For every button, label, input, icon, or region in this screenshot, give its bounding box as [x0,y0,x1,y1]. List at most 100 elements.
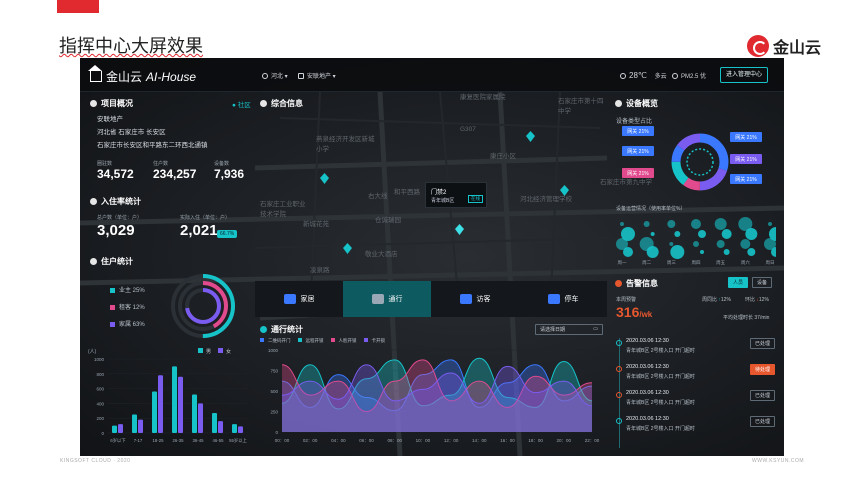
footer-right: WWW.KSYUN.COM [752,458,805,464]
tab-home[interactable]: 家居 [255,281,343,317]
traffic-area-chart: 0 250 500 750 1000 00：00 02：00 04：00 06：00 08：00 1… [268,348,600,443]
residents-icon [90,258,97,265]
map-pin-icon[interactable] [526,131,535,142]
footer-left: KINGSOFT CLOUD · 2020 [60,458,131,464]
alert-status-button[interactable]: 已处理 [750,416,776,427]
map-label-12: G307 [460,126,476,133]
avg-handle-stat: 平均处理时长 37/min [723,314,769,321]
x-tick-label: 18-25 [153,438,165,443]
top-header: 金山云 AI-House 河北 ▾ 安联地产 ▾ 28℃ 多云 PM2.5 优 … [80,58,784,92]
legend-swatch [330,338,335,343]
date-picker[interactable]: 请选择日期 ▭ [535,324,603,335]
house-icon [88,65,102,82]
stat-label-2: 设备数 [214,161,230,167]
x-tick-label: 26-35 [173,438,185,443]
project-select[interactable]: 安联地产 ▾ [298,71,336,80]
region-select[interactable]: 河北 ▾ [262,71,288,80]
home-device-icon [283,294,296,304]
donut-slice [671,133,729,191]
project-address: 石家庄市长安区和平路东二环西北通镇 [97,142,208,149]
legend-swatch [297,338,302,343]
alerts-tab-device[interactable]: 设备 [752,277,773,288]
x-tick-label: 20：00 [557,438,572,443]
tab-parking[interactable]: 停车 [519,281,607,317]
donut-inner-ring [686,148,714,176]
alert-item[interactable]: 2020.03.06 12:30 青年城B区 2号楼入口 开门超时 已处理 [616,336,776,358]
map-label-11: 河北经济管理学校 [520,196,572,203]
traffic-icon [260,326,267,333]
weekly-alert-number: 316 [616,304,640,320]
type-label: 网关 21% [627,148,649,155]
weekday-label: 周日 [766,260,775,266]
logo-brand: 金山云 [106,70,143,84]
legend-label: 女 [226,348,231,355]
alert-status-button[interactable]: 已处理 [750,390,776,401]
map-pin-icon[interactable] [560,185,569,196]
bar-男 [232,424,237,433]
overview-icon [90,100,97,107]
legend-swatch [218,348,223,353]
project-overview-title-text: 项目概况 [101,99,133,108]
family-legend-swatch [110,321,115,327]
residents-legend: 业主 25% 租客 12% 家属 63% [110,285,145,328]
usage-bubble [723,249,730,255]
alert-item[interactable]: 2020.03.06 12:30 青年城B区 2号楼入口 开门超时 待处理 [616,362,776,384]
function-tabs: 家居 通行 访客 停车 [255,281,607,317]
weekday-label: 周一 [618,260,627,266]
device-overview-title: 设备概览 [615,98,658,109]
traffic-legend-0: 二维码开门 [260,338,291,344]
alerts-tab-people[interactable]: 人员 [728,277,749,288]
region-select-value: 河北 [271,74,284,80]
area-远程开锁 [282,358,592,432]
x-tick-label: 7-17 [134,438,143,443]
residents-title: 住户统计 [90,256,133,267]
occupancy-title-text: 入住率统计 [101,197,141,206]
ring-segment [185,288,221,324]
traffic-legend-label: 二维码开门 [268,338,291,343]
resident-legend-owner: 业主 25% [110,285,145,294]
usage-bubble [747,248,756,256]
map-pin-active-icon[interactable] [455,224,464,235]
x-tick-label: 02：00 [303,438,318,443]
type-label-box [622,146,654,156]
type-label: 网关 21% [627,128,649,135]
usage-bubble [700,250,704,254]
alert-item[interactable]: 2020.03.06 12:30 青年城B区 2号楼入口 开门超时 已处理 [616,388,776,410]
map-pin-icon[interactable] [343,243,352,254]
line-人脸开锁 [281,359,593,413]
bar-男 [172,366,177,433]
map-pin-icon[interactable] [320,173,329,184]
x-tick-label: 16：00 [500,438,515,443]
weather-temp: 28℃ [629,71,647,80]
type-label-box [730,174,762,184]
y-tick-label: 250 [270,410,278,415]
enter-management-button[interactable]: 进入管理中心 [720,67,768,83]
usage-bubble [621,227,635,241]
calendar-icon: ▭ [593,326,598,332]
timeline-dot-icon [616,392,622,398]
tab-access[interactable]: 通行 [343,281,431,317]
traffic-legend-1: 远程开锁 [297,338,324,344]
timeline-dot-icon [616,418,622,424]
traffic-title: 通行统计 [260,324,303,335]
alert-item[interactable]: 2020.03.06 12:30 青年城B区 2号楼入口 开门超时 已处理 [616,414,776,436]
type-label-box [730,132,762,142]
stat-value-0: 34,572 [97,167,134,181]
tab-visitor[interactable]: 访客 [431,281,519,317]
bar-女 [198,403,203,433]
usage-bubble [721,229,732,239]
leaf-icon [672,73,678,80]
timeline-dot-icon [616,366,622,372]
company-name: 安联地产 [97,116,123,123]
community-tag[interactable]: ● 社区 [232,102,251,109]
usage-bubble [769,227,776,241]
alert-status-button[interactable]: 已处理 [750,338,776,349]
app-logo: 金山云 AI-House [88,65,196,85]
line-二维码开门 [281,359,593,412]
area-人脸开锁 [282,359,592,432]
map-label-13: 右大线 [368,193,388,200]
usage-bubble [714,218,727,230]
residents-ring-chart [171,274,235,338]
alert-status-button[interactable]: 待处理 [750,364,776,375]
usage-bubble [650,232,655,236]
